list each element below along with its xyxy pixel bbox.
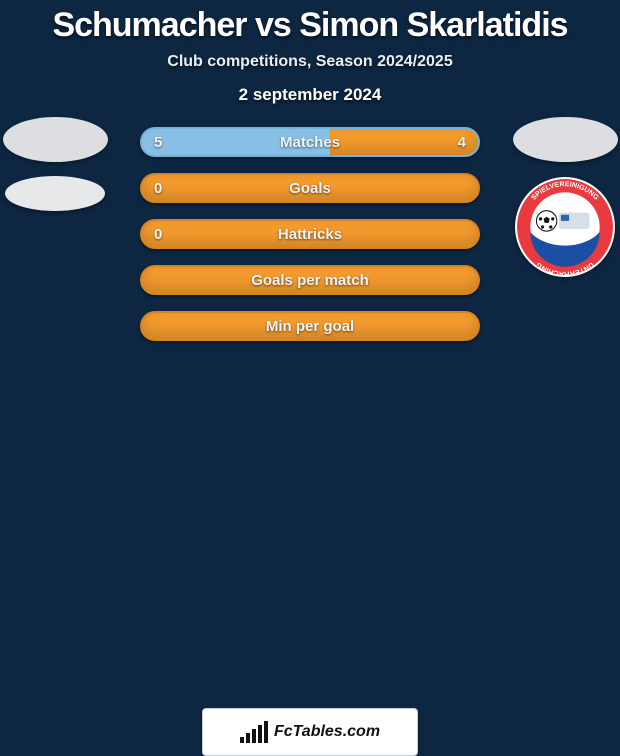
date-text: 2 september 2024 xyxy=(0,85,620,105)
credit-icon xyxy=(240,721,268,743)
right-club-badge: SPIELVEREINIGUNG UNTERHACHING xyxy=(514,176,616,278)
credit-text: FcTables.com xyxy=(274,723,380,741)
stat-label: Hattricks xyxy=(142,221,478,247)
stat-label: Goals xyxy=(142,175,478,201)
stat-label: Matches xyxy=(142,129,478,155)
left-column xyxy=(0,109,120,211)
stat-bar: Goals per match xyxy=(140,265,480,295)
subtitle: Club competitions, Season 2024/2025 xyxy=(0,53,620,71)
left-player-photo xyxy=(3,117,108,162)
stat-bar: Min per goal xyxy=(140,311,480,341)
stat-bar: 0Goals xyxy=(140,173,480,203)
stat-bar: 54Matches xyxy=(140,127,480,157)
comparison-bars: 54Matches 0Goals 0Hattricks Goals per match… xyxy=(140,127,480,357)
page-title: Schumacher vs Simon Skarlatidis xyxy=(0,6,620,45)
left-club-logo xyxy=(5,176,105,211)
right-player-photo xyxy=(513,117,618,162)
credit-badge: FcTables.com xyxy=(202,708,418,756)
stat-bar: 0Hattricks xyxy=(140,219,480,249)
right-column: SPIELVEREINIGUNG UNTERHACHING xyxy=(500,109,620,278)
stat-label: Goals per match xyxy=(142,267,478,293)
stat-label: Min per goal xyxy=(142,313,478,339)
